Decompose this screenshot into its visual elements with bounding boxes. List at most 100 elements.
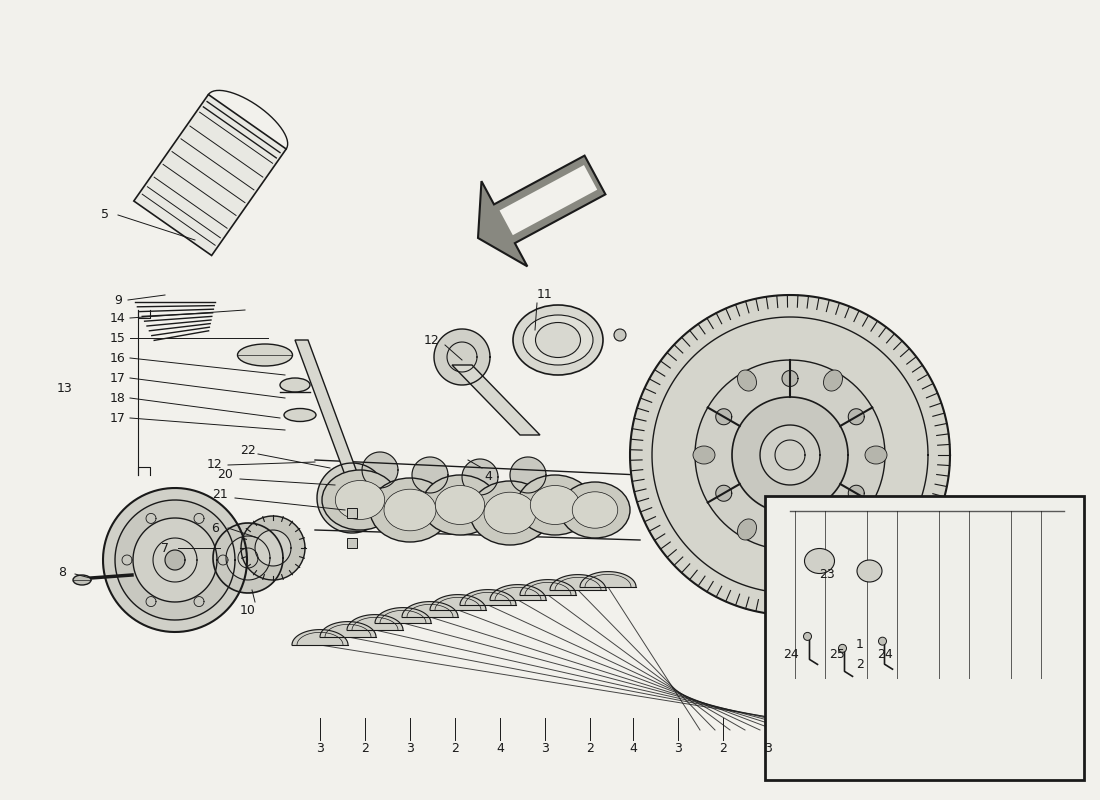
Ellipse shape [322, 470, 398, 530]
Polygon shape [292, 630, 348, 645]
Polygon shape [362, 452, 398, 488]
Ellipse shape [614, 329, 626, 341]
Bar [764, 496, 1084, 780]
Text: 22: 22 [240, 443, 256, 457]
Text: 11: 11 [537, 289, 553, 302]
Ellipse shape [560, 482, 630, 538]
Ellipse shape [284, 409, 316, 422]
Polygon shape [782, 523, 797, 539]
Text: 9: 9 [114, 294, 122, 306]
Ellipse shape [422, 475, 498, 535]
Polygon shape [580, 572, 636, 587]
Polygon shape [760, 425, 820, 485]
Text: 2: 2 [361, 742, 368, 754]
Polygon shape [848, 486, 865, 502]
Ellipse shape [484, 492, 536, 534]
Ellipse shape [470, 481, 550, 545]
Text: 2: 2 [856, 658, 864, 671]
Ellipse shape [530, 486, 580, 525]
Text: 2: 2 [451, 742, 459, 754]
Polygon shape [103, 488, 248, 632]
Text: 21: 21 [212, 489, 228, 502]
Polygon shape [375, 608, 431, 623]
Polygon shape [430, 594, 486, 610]
Text: 6: 6 [211, 522, 219, 534]
Text: 10: 10 [240, 603, 256, 617]
Polygon shape [520, 580, 576, 595]
Ellipse shape [865, 446, 887, 464]
Text: 18: 18 [110, 391, 125, 405]
Ellipse shape [857, 560, 882, 582]
Polygon shape [695, 360, 886, 550]
Text: 3: 3 [406, 742, 414, 754]
Text: 13: 13 [57, 382, 73, 394]
Circle shape [838, 644, 847, 652]
Text: 24: 24 [783, 647, 800, 661]
Polygon shape [317, 463, 387, 533]
Ellipse shape [280, 378, 310, 392]
Text: 24: 24 [877, 647, 892, 661]
Text: 7: 7 [161, 542, 169, 554]
Text: 3: 3 [674, 742, 682, 754]
Ellipse shape [572, 492, 618, 528]
Polygon shape [732, 397, 848, 513]
Text: 5: 5 [101, 209, 109, 222]
Ellipse shape [238, 344, 293, 366]
Polygon shape [226, 536, 270, 580]
Ellipse shape [370, 478, 450, 542]
Ellipse shape [737, 370, 757, 391]
Text: 23: 23 [820, 567, 835, 581]
Polygon shape [543, 325, 573, 355]
Text: 1: 1 [856, 638, 864, 651]
Polygon shape [213, 523, 283, 593]
Polygon shape [412, 457, 448, 493]
Polygon shape [462, 459, 498, 495]
Polygon shape [510, 457, 546, 493]
Polygon shape [434, 329, 490, 385]
Text: 2: 2 [719, 742, 727, 754]
Text: 25: 25 [829, 647, 846, 661]
Text: 17: 17 [110, 411, 125, 425]
Polygon shape [241, 516, 305, 580]
Circle shape [879, 637, 887, 645]
Ellipse shape [517, 475, 593, 535]
Polygon shape [460, 590, 516, 605]
Polygon shape [782, 370, 797, 386]
Polygon shape [320, 622, 376, 637]
Ellipse shape [536, 322, 581, 358]
Polygon shape [402, 602, 458, 617]
Text: 16: 16 [110, 351, 125, 365]
Polygon shape [716, 486, 732, 502]
Polygon shape [346, 538, 358, 548]
Ellipse shape [73, 575, 91, 585]
Polygon shape [134, 94, 286, 255]
Text: 4: 4 [629, 742, 637, 754]
Text: 3: 3 [541, 742, 549, 754]
Polygon shape [716, 409, 732, 425]
Polygon shape [346, 508, 358, 518]
Polygon shape [490, 585, 546, 600]
Ellipse shape [336, 481, 385, 519]
Text: 2: 2 [586, 742, 594, 754]
Text: 20: 20 [217, 469, 233, 482]
Polygon shape [550, 574, 606, 590]
Text: 15: 15 [110, 331, 125, 345]
Polygon shape [452, 365, 540, 435]
Polygon shape [295, 340, 358, 475]
Ellipse shape [513, 305, 603, 375]
Polygon shape [133, 518, 217, 602]
Text: 12: 12 [207, 458, 223, 471]
Ellipse shape [737, 519, 757, 540]
Ellipse shape [824, 519, 843, 540]
Text: 14: 14 [110, 311, 125, 325]
Polygon shape [499, 165, 597, 235]
Polygon shape [116, 500, 235, 620]
Polygon shape [346, 614, 403, 630]
Text: 4: 4 [484, 470, 492, 482]
Ellipse shape [436, 486, 485, 525]
Polygon shape [255, 530, 292, 566]
Polygon shape [165, 550, 185, 570]
Ellipse shape [384, 489, 436, 531]
Text: 17: 17 [110, 371, 125, 385]
Text: 8: 8 [58, 566, 66, 578]
